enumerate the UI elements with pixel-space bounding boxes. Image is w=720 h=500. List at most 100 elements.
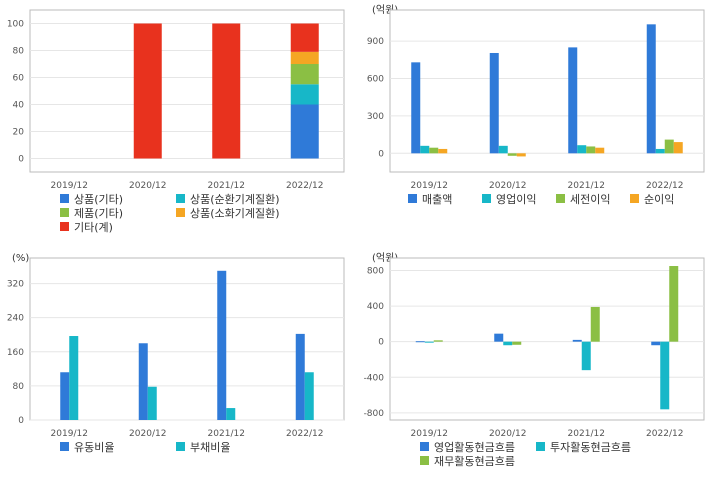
x-tick-label: 2019/12 [51,429,88,439]
legend-item[interactable]: 제품(기타) [60,207,123,220]
legend-swatch [60,222,69,231]
legend-label: 상품(순환기계질환) [190,193,280,206]
y-tick-label: 600 [367,75,384,85]
bar-series-1 [60,372,70,420]
legend-swatch [556,194,565,203]
legend-item[interactable]: 상품(기타) [60,193,123,206]
y-tick-label: -800 [364,409,385,419]
y-tick-label: 900 [367,37,384,47]
legend-item[interactable]: 영업이익 [482,193,536,206]
x-tick-label: 2021/12 [568,181,605,191]
x-tick-label: 2019/12 [51,181,88,191]
bar-series-2 [304,372,314,420]
legend-swatch [482,194,491,203]
bar-series-4 [516,153,526,157]
legend-swatch [630,194,639,203]
bar-series-1 [568,47,578,154]
y-tick-label: 20 [13,128,25,138]
legend-item[interactable]: 투자활동현금흐름 [536,440,631,454]
bar-series-2 [498,145,508,154]
bar-series-2 [655,148,665,154]
x-tick-label: 2019/12 [411,429,448,439]
legend-label: 순이익 [644,193,674,206]
x-tick-label: 2022/12 [646,429,683,439]
legend-label: 영업이익 [496,193,536,206]
y-tick-label: 0 [18,416,24,426]
bar-series-1 [572,339,582,342]
bar-series-1 [295,333,305,420]
y-tick-label: 240 [7,314,24,324]
legend-label: 영업활동현금흐름 [434,440,515,454]
legend-label: 투자활동현금흐름 [550,440,631,454]
legend-swatch [536,442,545,451]
bar-series-1 [138,343,148,420]
legend-label: 부채비율 [190,441,230,454]
x-tick-label: 2021/12 [208,181,245,191]
legend-swatch [420,442,429,451]
bar-series-3 [590,306,600,342]
bar-series-4 [673,142,683,154]
legend-item[interactable]: 매출액 [408,193,452,206]
y-tick-label: 80 [13,382,25,392]
y-tick-label: 300 [367,112,384,122]
x-tick-label: 2020/12 [489,429,526,439]
bar-series-1 [411,62,421,154]
bar-series-1 [494,333,504,342]
legend-item[interactable]: 세전이익 [556,193,610,206]
bar-series-5 [212,23,241,159]
legend-item[interactable]: 유동비율 [60,441,114,454]
cashflow-chart-panel: (억원) -800 -400 0 400 800 2019/12 2020/12 2021/12… [360,248,720,496]
x-tick-label: 2020/12 [129,181,166,191]
bar-series-5 [133,23,162,159]
bar-series-3 [586,146,596,154]
product-composition-chart-panel: 0 20 40 60 80 100 2019/12 2020/12 2021/12 2022/12… [0,0,360,248]
y-tick-label: 160 [7,348,24,358]
legend-label: 유동비율 [74,441,114,454]
bar-series-3 [429,147,439,154]
legend-swatch [408,194,417,203]
bar-series-1 [646,24,656,154]
bar-series-4 [595,147,605,154]
bar-series-2 [424,341,434,343]
y-tick-label: 60 [13,74,25,84]
bar-series-2 [577,145,587,154]
bar-series-2 [420,145,430,154]
bar-series-2 [226,408,236,420]
y-tick-label: 100 [7,20,24,30]
legend-item[interactable]: 영업활동현금흐름 [420,440,515,454]
bar-series-3 [669,266,679,342]
legend-label: 세전이익 [570,193,610,206]
legend-label: 매출액 [422,193,452,206]
income-chart-panel: (억원) 0 300 600 900 2019/12 2020/12 2021/12 2022/… [360,0,720,248]
legend-item[interactable]: 상품(순환기계질환) [176,193,280,206]
unit-label: (%) [12,253,29,264]
bar-series-2 [503,341,513,346]
ratio-chart: (%) 0 80 160 240 320 2019/12 2020/12 2021/12 2022… [7,253,345,454]
bar-series-4 [438,148,448,154]
legend-item[interactable]: 기타(계) [60,221,113,234]
bar-series-4 [290,51,319,64]
legend-item[interactable]: 순이익 [630,193,674,206]
legend-label: 재무활동현금흐름 [434,454,515,468]
y-tick-label: 800 [367,266,384,276]
bar-series-1 [290,104,319,159]
y-tick-label: -400 [364,373,385,383]
y-tick-label: 400 [367,302,384,312]
legend-item[interactable]: 부채비율 [176,441,230,454]
x-tick-label: 2022/12 [286,429,323,439]
y-tick-label: 320 [7,280,24,290]
bar-series-1 [217,270,227,420]
legend-item[interactable]: 재무활동현금흐름 [420,454,515,468]
legend-label: 기타(계) [74,221,113,234]
bar-series-3 [664,139,674,154]
plot-area [389,257,705,421]
y-tick-label: 0 [18,155,24,165]
legend-swatch [60,442,69,451]
legend-swatch [420,456,429,465]
legend-swatch [60,208,69,217]
legend-label: 상품(소화기계질환) [190,207,280,220]
legend-label: 제품(기타) [74,207,123,220]
x-tick-label: 2021/12 [568,429,605,439]
legend-item[interactable]: 상품(소화기계질환) [176,207,280,220]
